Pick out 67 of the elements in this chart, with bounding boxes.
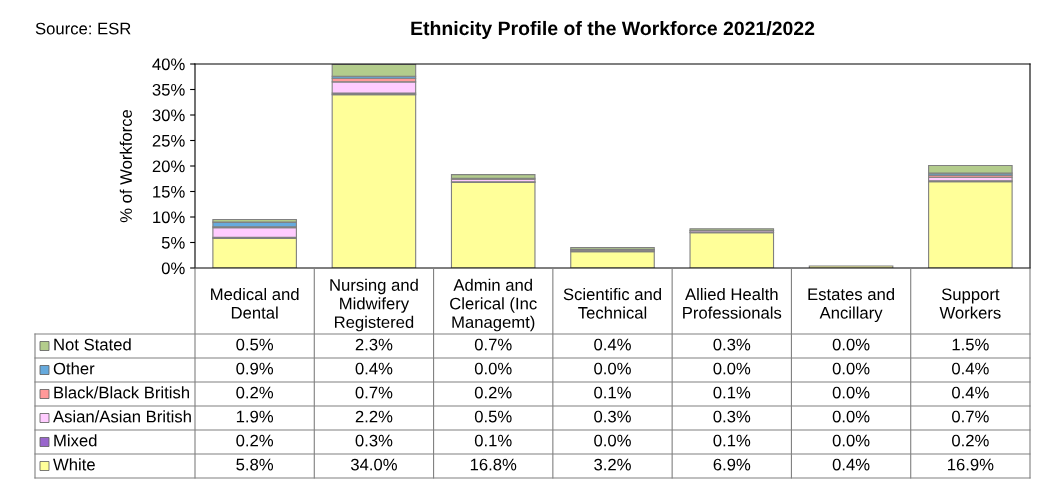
source-note: Source: ESR	[35, 22, 131, 35]
data-label: 16.8%	[470, 458, 517, 471]
legend-label: White	[53, 458, 95, 471]
y-tick-label: 10%	[153, 211, 185, 224]
legend-label: Not Stated	[54, 338, 131, 351]
y-tick-label: 25%	[152, 134, 185, 147]
data-label: 0.5%	[474, 410, 512, 423]
data-label: 0.4%	[832, 458, 870, 471]
data-label: 0.7%	[952, 410, 989, 423]
y-tick-label: 20%	[152, 160, 185, 173]
x-tick-label: Support Workers	[939, 288, 1001, 319]
legend-label: Mixed	[54, 434, 97, 447]
data-label: 0.0%	[713, 362, 751, 375]
data-label: 0.3%	[355, 434, 393, 447]
data-label: 0.1%	[713, 434, 751, 447]
y-tick-label: 40%	[152, 58, 185, 71]
data-label: 0.2%	[236, 434, 274, 447]
y-tick-label: 15%	[153, 185, 185, 198]
data-label: 0.9%	[236, 362, 274, 375]
legend-label: Asian/Asian British	[53, 410, 191, 423]
data-label: 0.3%	[713, 410, 751, 423]
data-label: 1.5%	[952, 338, 989, 351]
y-tick-label: 0%	[161, 262, 185, 275]
chart-title: Ethnicity Profile of the Workforce 2021/2022	[411, 20, 815, 40]
y-tick-label: 35%	[152, 83, 185, 96]
data-label: 6.9%	[713, 458, 751, 471]
data-label: 0.0%	[832, 362, 870, 375]
y-axis-title: % of Workforce	[119, 109, 132, 223]
data-label: 0.0%	[832, 434, 870, 447]
x-tick-label: Scientific and Technical	[563, 287, 661, 319]
data-label: 0.4%	[952, 362, 989, 375]
x-tick-label: Medical and Dental	[211, 287, 299, 319]
data-label: 0.7%	[474, 338, 512, 351]
data-label: 0.4%	[355, 362, 393, 375]
data-label: 0.0%	[832, 410, 870, 423]
data-label: 2.2%	[355, 410, 393, 423]
data-label: 0.1%	[474, 434, 512, 447]
data-label: 0.0%	[594, 434, 631, 447]
data-label: 0.0%	[594, 362, 631, 375]
data-label: 0.4%	[594, 338, 631, 351]
data-label: 0.3%	[713, 338, 751, 351]
legend-label: Black/Black British	[54, 386, 189, 399]
x-tick-label: Admin and Clerical (Inc Managemt)	[450, 278, 537, 332]
data-label: 0.0%	[474, 362, 512, 375]
data-label: 16.9%	[948, 458, 994, 471]
data-label: 0.1%	[594, 386, 631, 399]
data-label: 0.5%	[236, 338, 274, 351]
data-label: 0.4%	[952, 386, 989, 399]
data-label: 0.0%	[832, 386, 870, 399]
legend-label: Other	[53, 362, 95, 375]
data-label: 0.2%	[236, 386, 274, 399]
data-label: 0.0%	[832, 338, 870, 351]
data-label: 2.3%	[355, 338, 393, 351]
y-tick-label: 5%	[161, 236, 185, 249]
x-tick-label: Estates and Ancillary	[808, 287, 895, 323]
x-tick-label: Nursing and Midwifery Registered	[330, 278, 418, 332]
data-label: 0.3%	[594, 410, 631, 423]
y-tick-label: 30%	[152, 109, 185, 122]
data-label: 0.7%	[355, 386, 393, 399]
data-label: 3.2%	[594, 458, 631, 471]
data-label: 0.2%	[474, 386, 512, 399]
data-label: 0.2%	[952, 434, 989, 447]
x-tick-label: Allied Health Professionals	[683, 287, 782, 319]
data-label: 34.0%	[350, 458, 397, 471]
data-label: 5.8%	[236, 458, 274, 471]
data-label: 0.1%	[713, 386, 751, 399]
data-label: 1.9%	[236, 410, 274, 423]
